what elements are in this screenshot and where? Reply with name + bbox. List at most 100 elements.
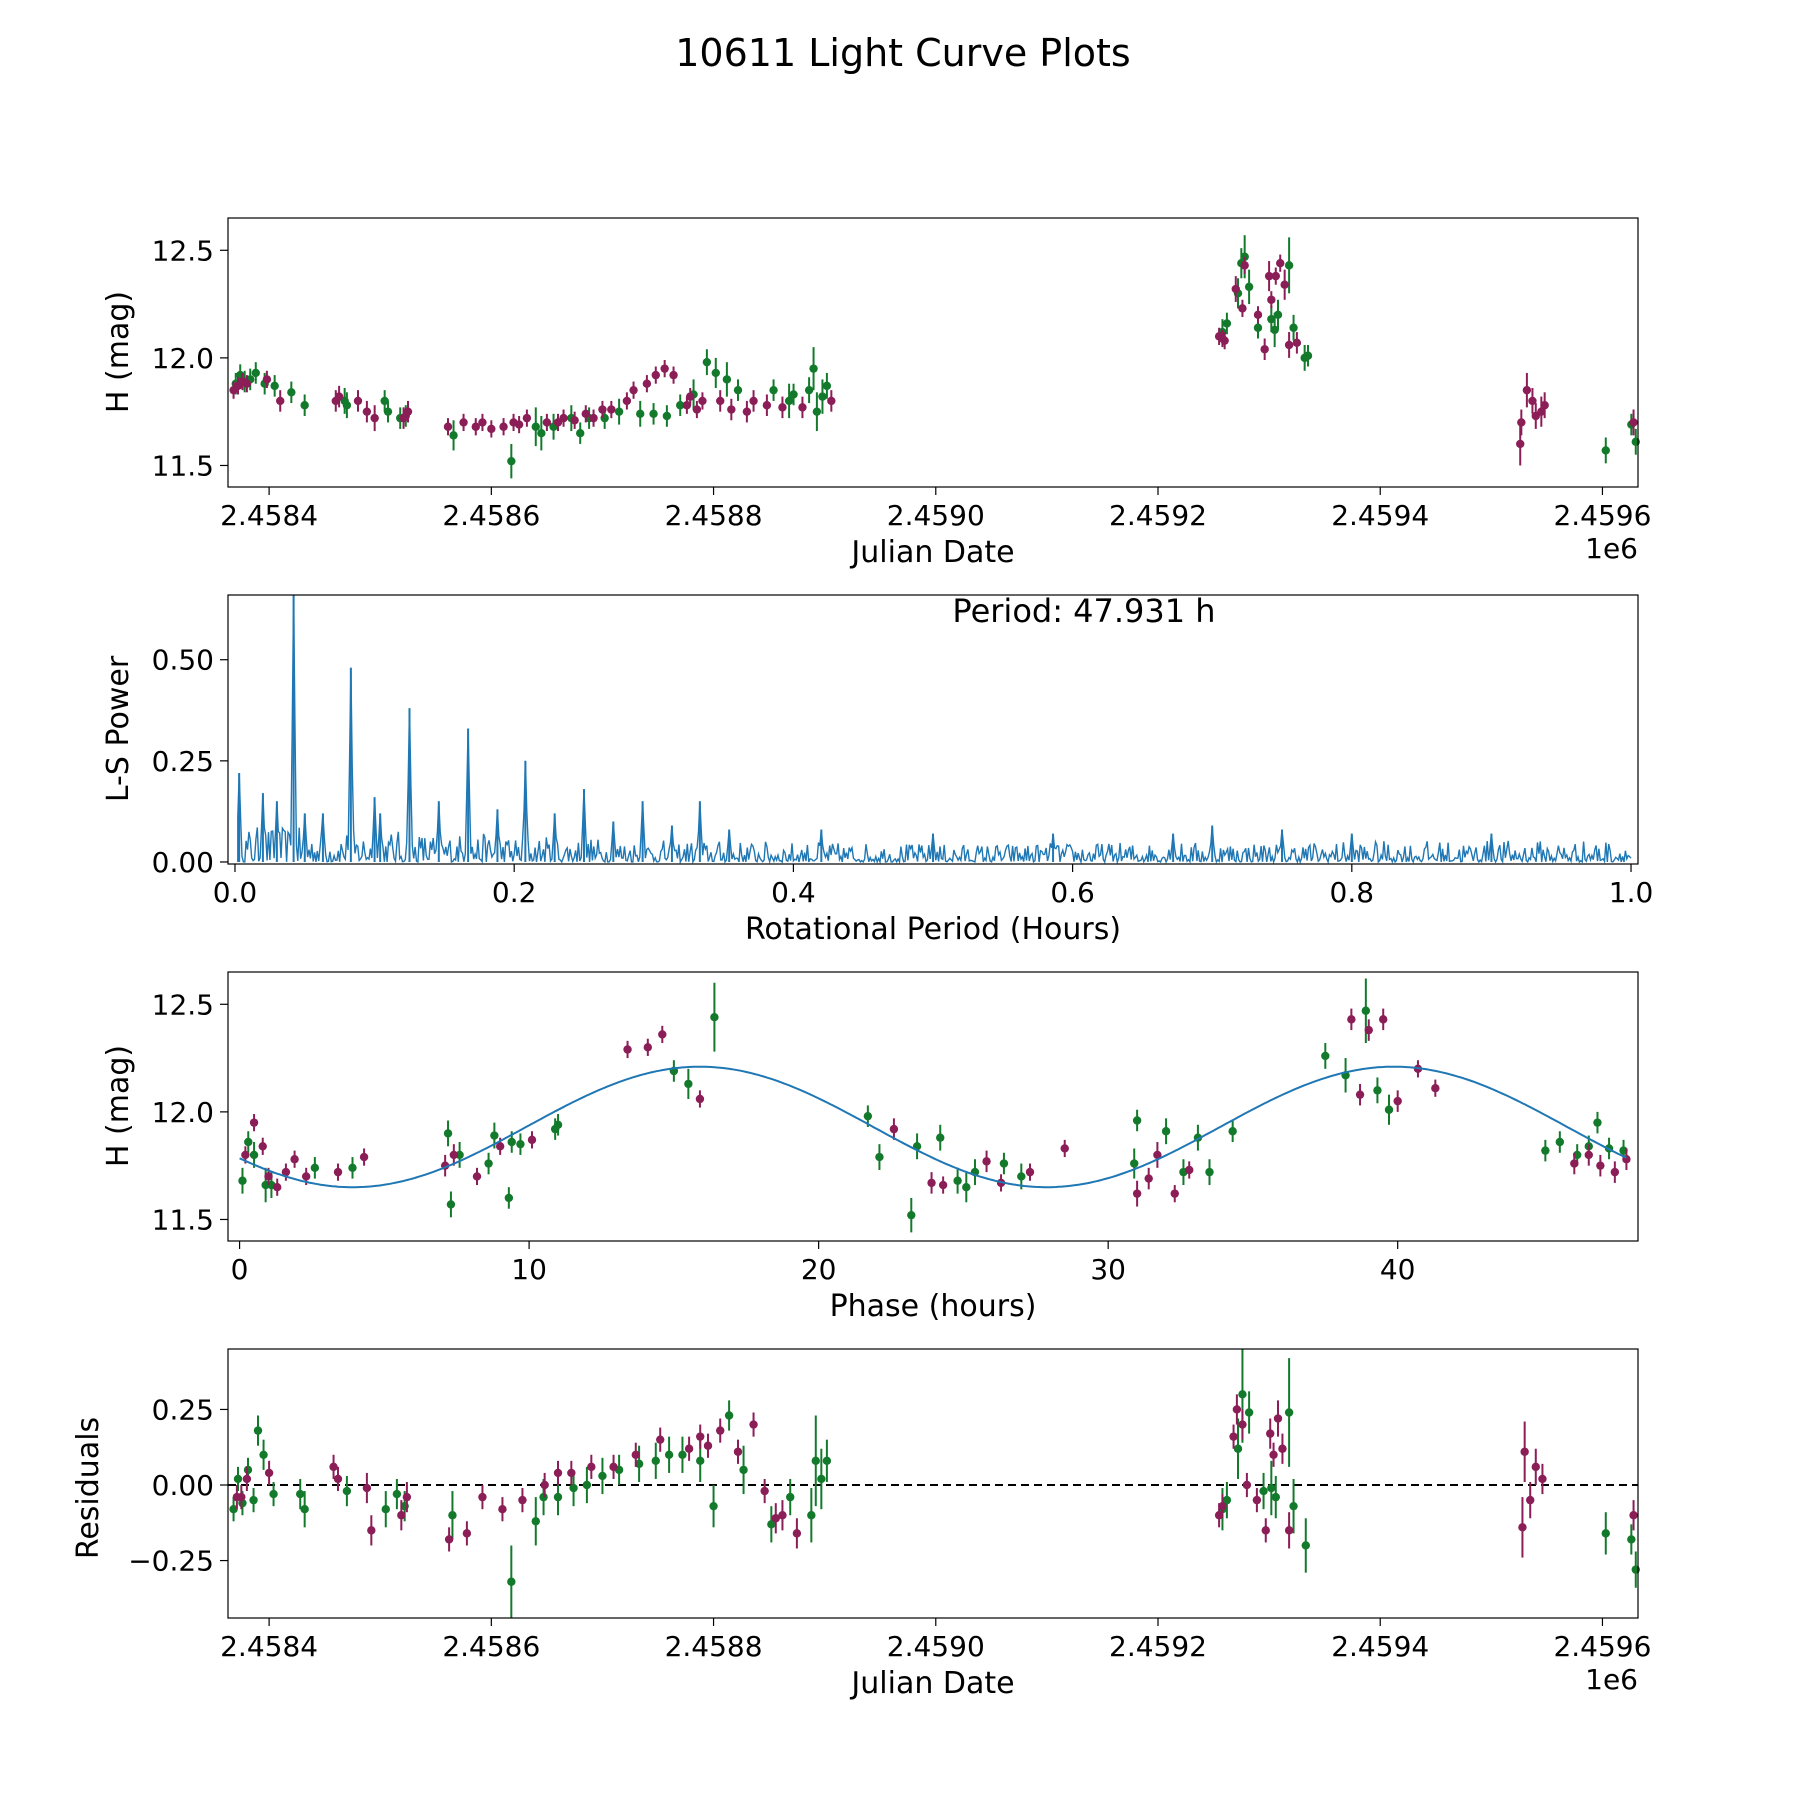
data-point xyxy=(1355,1090,1365,1099)
light-curve-offset-text: 1e6 xyxy=(1585,532,1638,565)
data-point xyxy=(1218,1501,1227,1511)
data-point xyxy=(622,396,632,406)
series-purple xyxy=(232,1394,1638,1558)
data-point xyxy=(1276,258,1285,268)
data-point xyxy=(333,1167,343,1177)
data-point xyxy=(742,407,752,416)
data-point xyxy=(1240,261,1249,270)
phase-folded-xlabel: Phase (hours) xyxy=(830,1289,1037,1324)
x-tick-label: 2.4592 xyxy=(1109,1630,1207,1663)
data-point xyxy=(329,1462,338,1472)
x-tick-label: 2.4590 xyxy=(887,1630,985,1663)
data-point xyxy=(1205,1167,1214,1177)
data-point xyxy=(310,1163,320,1173)
data-point xyxy=(1220,336,1229,345)
data-point xyxy=(1244,1408,1254,1417)
data-point xyxy=(249,1118,259,1127)
data-point xyxy=(1261,1526,1270,1535)
data-point xyxy=(269,1489,278,1499)
data-point xyxy=(614,407,624,416)
data-point xyxy=(907,1210,916,1220)
data-point xyxy=(817,1474,826,1484)
data-point xyxy=(724,1411,734,1420)
data-point xyxy=(1266,1429,1275,1438)
data-point xyxy=(300,1504,309,1514)
residuals-marks xyxy=(228,1349,1640,1618)
data-point xyxy=(1518,1523,1527,1532)
data-point xyxy=(682,401,692,410)
data-point xyxy=(1379,1015,1388,1024)
data-point xyxy=(709,1501,718,1511)
data-point xyxy=(1520,1447,1529,1456)
data-point xyxy=(812,407,822,416)
data-point xyxy=(238,1176,247,1185)
y-tick-label: 12.5 xyxy=(152,988,214,1021)
data-point xyxy=(807,1511,816,1520)
periodogram-panel: 0.0 0.2 0.4 0.6 0.8 1.0 0.00 0.25 0.50 Period: 4… xyxy=(101,592,1653,947)
data-point xyxy=(692,405,702,414)
data-point xyxy=(1303,351,1313,360)
data-point xyxy=(760,1486,769,1496)
data-point xyxy=(462,1529,472,1538)
data-point xyxy=(634,1459,644,1469)
phase-folded-marks xyxy=(238,978,1631,1233)
data-point xyxy=(1252,1495,1262,1505)
data-point xyxy=(1364,1025,1373,1035)
y-tick-label: 12.5 xyxy=(152,234,214,267)
data-point xyxy=(229,1504,238,1514)
data-point xyxy=(733,385,743,395)
data-point xyxy=(444,1535,454,1544)
data-point xyxy=(1596,1161,1605,1170)
data-point xyxy=(1522,385,1532,395)
data-point xyxy=(649,409,658,419)
x-tick-label: 2.4586 xyxy=(442,499,540,532)
data-point xyxy=(446,1200,456,1209)
periodogram-marks xyxy=(237,594,1632,865)
light-curve-frame xyxy=(227,217,1639,488)
data-point xyxy=(1601,1529,1610,1538)
data-point xyxy=(1185,1165,1194,1175)
x-tick-label: 2.4596 xyxy=(1553,1630,1651,1663)
light-curve-panel: 2.4584 2.4586 2.4588 2.4590 2.4592 2.4594 2.45… xyxy=(101,217,1652,570)
data-point xyxy=(695,1094,705,1104)
data-point xyxy=(711,368,720,378)
data-point xyxy=(1631,1565,1640,1574)
data-point xyxy=(1273,310,1283,320)
phase-folded-panel: 0 10 20 30 40 11.5 12.0 12.5 Phase (hours) H (m… xyxy=(101,971,1639,1324)
x-tick-label: 2.4592 xyxy=(1109,499,1207,532)
residuals-panel: 2.4584 2.4586 2.4588 2.4590 2.4592 2.4594 2.45… xyxy=(71,1348,1651,1701)
data-point xyxy=(651,1456,660,1466)
data-point xyxy=(696,1456,705,1466)
data-point xyxy=(1537,407,1546,416)
light-curve-ticks: 2.4584 2.4586 2.4588 2.4590 2.4592 2.4594 2.45… xyxy=(152,234,1652,532)
data-point xyxy=(607,405,616,414)
data-point xyxy=(589,413,598,423)
data-point xyxy=(281,1167,291,1177)
x-tick-label: 30 xyxy=(1090,1253,1126,1286)
periodogram-xlabel: Rotational Period (Hours) xyxy=(745,912,1121,947)
data-point xyxy=(811,1456,820,1466)
y-tick-label: 0.25 xyxy=(152,745,214,778)
data-point xyxy=(290,1155,299,1164)
data-point xyxy=(1284,340,1294,350)
data-point xyxy=(863,1111,873,1121)
data-point xyxy=(927,1178,936,1188)
data-point xyxy=(778,403,787,412)
x-tick-label: 2.4596 xyxy=(1553,499,1651,532)
data-point xyxy=(662,411,672,421)
data-point xyxy=(1253,310,1263,320)
data-point xyxy=(789,390,798,399)
data-point xyxy=(1601,446,1610,455)
x-tick-label: 0.4 xyxy=(771,876,816,909)
data-point xyxy=(660,364,669,373)
y-tick-label: 12.0 xyxy=(152,342,214,375)
data-point xyxy=(1629,1511,1638,1520)
data-point xyxy=(516,1139,525,1149)
data-point xyxy=(664,1450,674,1459)
data-point xyxy=(264,1172,273,1181)
data-point xyxy=(1260,345,1269,354)
data-point xyxy=(348,1163,357,1173)
data-point xyxy=(1361,1006,1371,1015)
x-tick-label: 2.4590 xyxy=(887,499,985,532)
data-point xyxy=(1242,1480,1252,1490)
